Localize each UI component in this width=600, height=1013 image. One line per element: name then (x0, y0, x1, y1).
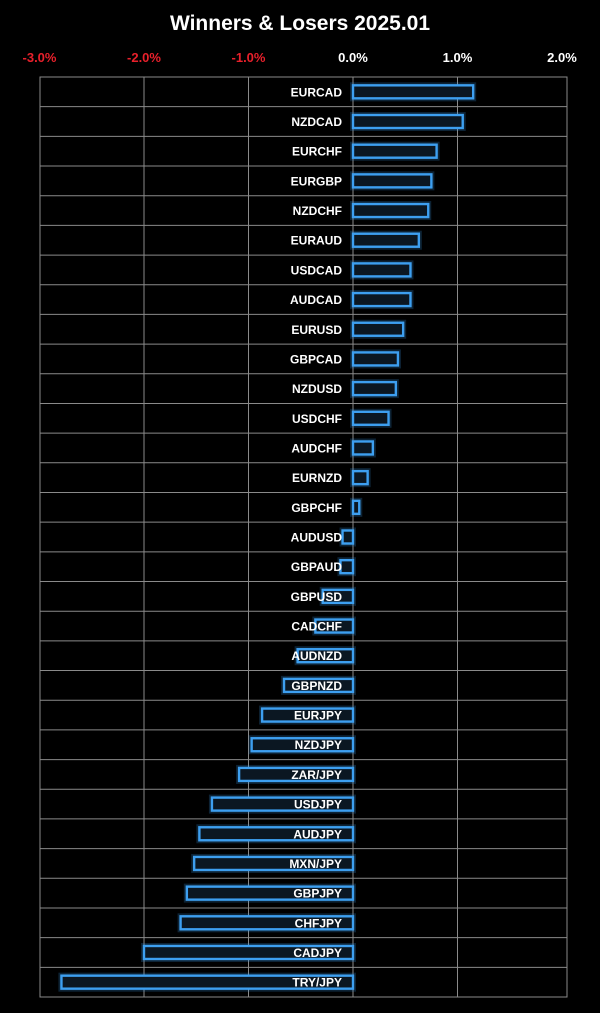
bar-gbpchf (351, 499, 361, 516)
category-label: NZDCHF (293, 204, 342, 218)
bar-nzdusd (351, 380, 398, 397)
x-tick-label: 1.0% (443, 50, 473, 65)
category-label: USDCHF (292, 412, 342, 426)
category-label: TRY/JPY (292, 976, 342, 990)
bar-eurgbp (351, 173, 433, 189)
bar-usdchf (351, 410, 390, 426)
x-axis-ticks: -3.0% -2.0% -1.0% 0.0% 1.0% 2.0% (23, 50, 578, 65)
bar-chfjpy (179, 915, 355, 931)
category-label: AUDCAD (290, 293, 342, 307)
bar-cadjpy (142, 944, 355, 961)
x-tick-label: 0.0% (338, 50, 368, 65)
category-label: AUDUSD (291, 531, 343, 545)
bar-audchf (351, 440, 375, 456)
category-label: AUDJPY (293, 827, 342, 841)
category-label: EURCHF (292, 145, 342, 159)
bar-euraud (351, 232, 421, 248)
bars (58, 82, 477, 992)
category-label: ZAR/JPY (291, 768, 342, 782)
bar-eurusd (351, 321, 405, 337)
bar-tryjpy (60, 974, 355, 990)
bar-eurcad (351, 84, 475, 100)
category-label: GBPCAD (290, 352, 342, 366)
bar-eurnzd (351, 469, 369, 486)
category-label: GBPJPY (293, 887, 342, 901)
bar-nzdcad (351, 113, 464, 130)
bar-usdcad (351, 262, 412, 278)
gridlines (39, 76, 568, 998)
category-label: MXN/JPY (289, 857, 342, 871)
category-label: GBPUSD (291, 590, 343, 604)
category-label: EURGBP (291, 174, 342, 188)
category-label: CADCHF (291, 620, 342, 634)
category-labels: EURCAD NZDCAD EURCHF EURGBP NZDCHF EURAUD USDC… (289, 85, 342, 989)
category-label: GBPAUD (291, 560, 342, 574)
category-label: EURCAD (291, 85, 343, 99)
category-label: USDJPY (294, 798, 342, 812)
category-label: EURUSD (291, 323, 342, 337)
bar-mxnjpy (192, 855, 355, 872)
bar-usdjpy (210, 796, 355, 812)
bar-gbpcad (351, 351, 400, 367)
bar-cadchf (314, 618, 355, 634)
plot-frame (39, 76, 568, 998)
x-tick-label: 2.0% (547, 50, 577, 65)
category-label: EURNZD (292, 471, 342, 485)
category-label: AUDCHF (291, 441, 342, 455)
bar-nzdchf (351, 202, 430, 219)
bar-eurjpy (260, 707, 355, 723)
category-label: NZDUSD (292, 382, 342, 396)
bar-zarjpy (237, 766, 355, 783)
bar-gbpjpy (185, 885, 355, 901)
category-label: CADJPY (293, 946, 342, 960)
category-label: EURJPY (294, 709, 342, 723)
bar-nzdjpy (250, 737, 355, 753)
bar-audusd (341, 529, 355, 545)
category-label: GBPNZD (291, 679, 342, 693)
bar-gbpnzd (282, 677, 355, 694)
chart-title: Winners & Losers 2025.01 (170, 12, 430, 35)
category-label: USDCAD (291, 263, 343, 277)
category-label: GBPCHF (291, 501, 342, 515)
x-tick-label: -2.0% (127, 50, 161, 65)
bar-audcad (351, 291, 412, 308)
category-label: CHFJPY (295, 916, 342, 930)
bar-gbpusd (321, 588, 355, 605)
category-label: AUDNZD (291, 649, 342, 663)
x-tick-label: -1.0% (232, 50, 266, 65)
bar-audjpy (198, 826, 355, 842)
category-label: EURAUD (291, 234, 343, 248)
bar-eurchf (351, 143, 438, 159)
category-label: NZDCAD (291, 115, 342, 129)
category-label: NZDJPY (295, 738, 342, 752)
bar-gbpaud (339, 558, 355, 575)
x-tick-label: -3.0% (23, 50, 57, 65)
bar-audnzd (296, 648, 355, 664)
